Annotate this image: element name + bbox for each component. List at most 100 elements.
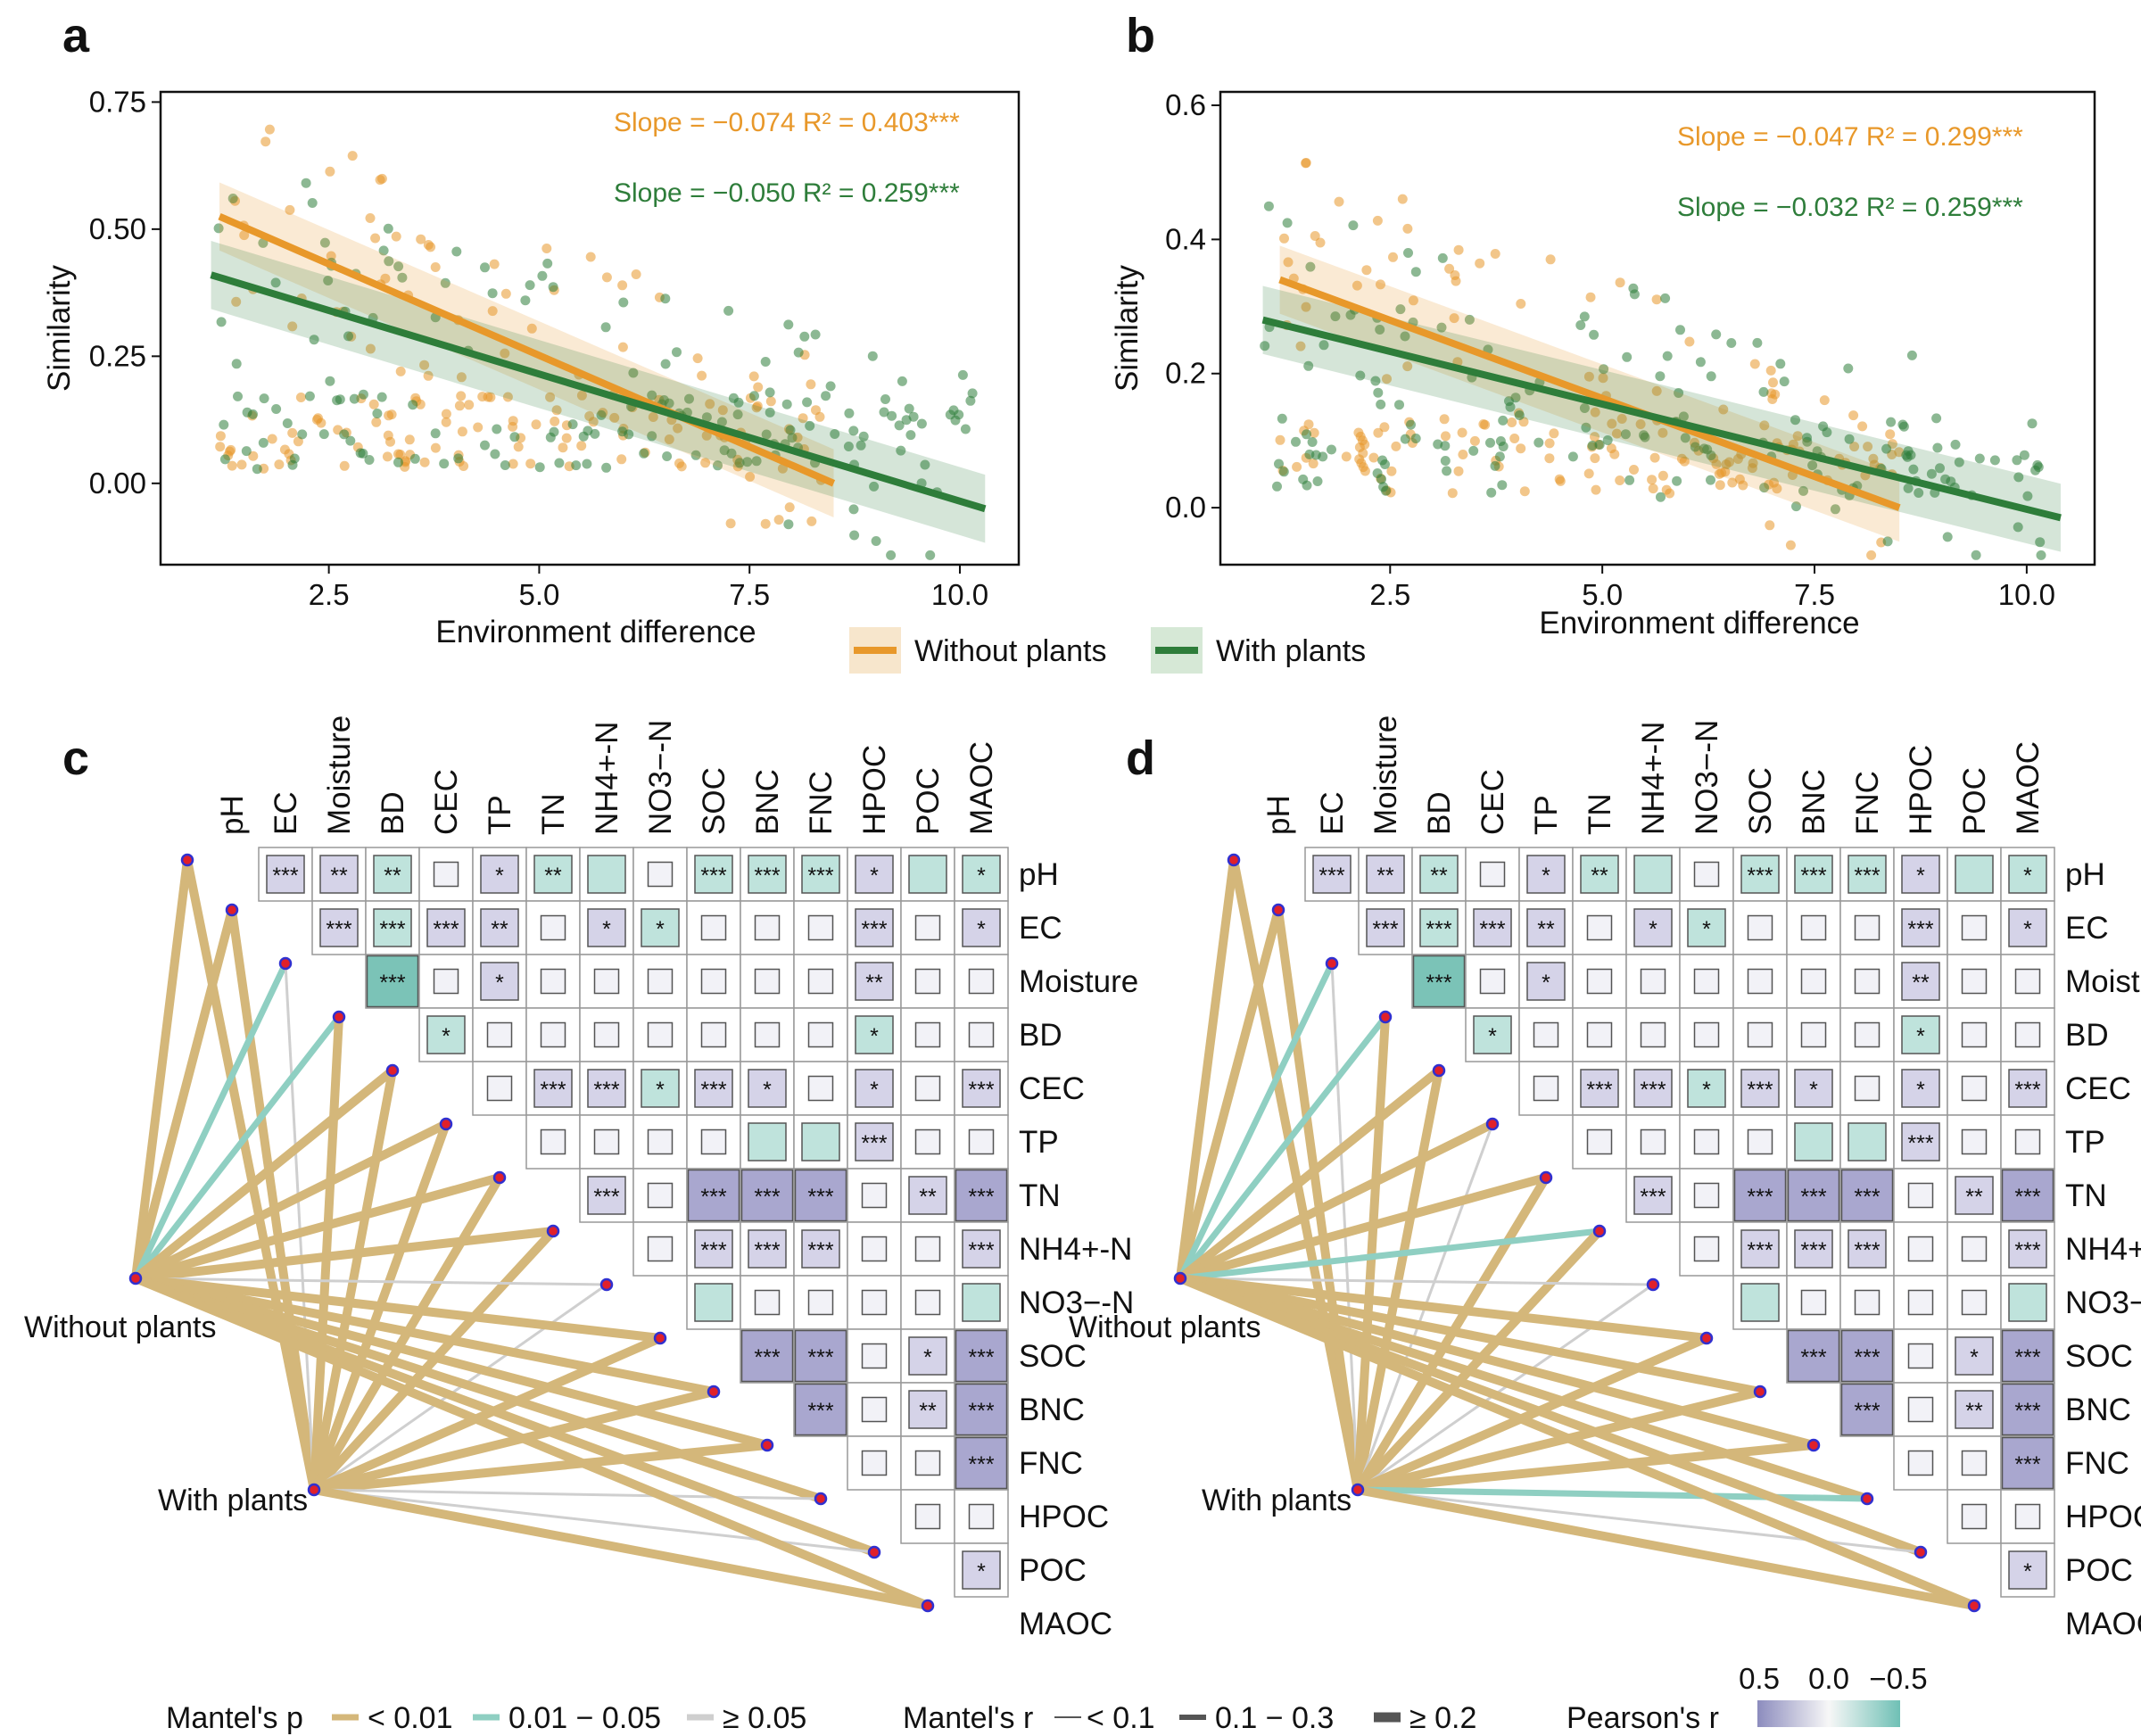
matrix-square [2014, 1503, 2041, 1530]
scatter-point [301, 178, 311, 188]
points-b [1260, 158, 2046, 560]
scatter-point [1881, 443, 1892, 454]
scatter-point [1656, 492, 1666, 502]
matrix-square [593, 968, 620, 995]
matrix-square [794, 1169, 847, 1222]
scatter-point [2035, 537, 2046, 548]
scatter-point [1278, 467, 1289, 477]
scatter-point [440, 277, 451, 288]
pearson-tick-2: 0.0 [1808, 1662, 1849, 1695]
scatter-point [1498, 415, 1509, 426]
matrix-square [1419, 908, 1459, 947]
matrix-square [1473, 1015, 1512, 1054]
significance-stars: *** [2014, 1238, 2040, 1263]
scatter-point [1885, 429, 1896, 440]
matrix-square [641, 1069, 680, 1108]
significance-stars: * [1916, 1024, 1925, 1049]
scatter-point [231, 296, 242, 307]
scatter-point [904, 403, 914, 414]
scatter-point [1330, 311, 1341, 322]
mantel-link [1176, 1274, 1818, 1450]
matrix-square [1901, 855, 1940, 894]
matrix-square [647, 1128, 674, 1155]
scatter-point [1302, 429, 1311, 440]
mantel-link [1353, 1387, 1765, 1494]
scatter-point [1391, 441, 1401, 451]
scatter-point [1622, 351, 1633, 362]
scatter-point [1931, 413, 1942, 424]
variable-node [1325, 956, 1339, 971]
matrix-column-label: BNC [1797, 769, 1831, 835]
significance-stars: * [763, 1078, 772, 1103]
scatter-point [1843, 363, 1854, 374]
matrix-column-label: CEC [1476, 769, 1510, 835]
scatter-point [576, 441, 587, 451]
variable-node [921, 1599, 935, 1613]
scatter-point [227, 194, 238, 203]
scatter-point [391, 231, 401, 242]
matrix-row-label: POC [2065, 1553, 2133, 1588]
scatter-point [1615, 475, 1625, 485]
scatter-point [453, 453, 464, 464]
scatter-point [1567, 451, 1578, 462]
scatter-point [734, 458, 745, 468]
significance-stars: * [1916, 1078, 1925, 1103]
scatter-point [1410, 434, 1421, 443]
matrix-square [694, 855, 733, 894]
scatter-point [1765, 365, 1776, 376]
scatter-point [1772, 484, 1782, 494]
scatter-point [513, 442, 524, 452]
scatter-point [1615, 277, 1625, 288]
scatter-point [419, 360, 430, 370]
scatter-point [1802, 433, 1812, 443]
scatter-point [457, 426, 467, 437]
scatter-point [1758, 386, 1769, 397]
scatter-point [319, 237, 330, 248]
scatter-point [258, 237, 269, 248]
fit-line [218, 212, 836, 487]
matrix-square [2008, 1069, 2047, 1108]
significance-stars: *** [861, 1131, 887, 1156]
matrix-square [908, 1390, 947, 1429]
matrix-square [1848, 1122, 1887, 1161]
legend-mantel-p-title: Mantel's p [166, 1701, 303, 1735]
scatter-point [1373, 427, 1384, 438]
scatter-point [802, 397, 813, 408]
scatter-point [1516, 443, 1526, 454]
matrix-column-label: MAOC [964, 741, 999, 835]
matrix-column-label: EC [269, 791, 303, 835]
matrix-square [1955, 855, 1994, 894]
equation-with-b: Slope = −0.032 R² = 0.259*** [1677, 193, 2023, 222]
scatter-point [1352, 280, 1362, 291]
matrix-square [480, 855, 519, 894]
matrix-square [1907, 1450, 1934, 1476]
matrix-row-label: EC [1019, 911, 1062, 946]
scatter-point [783, 519, 794, 530]
significance-stars: * [977, 1559, 986, 1584]
scatter-point [1662, 351, 1673, 361]
scatter-point [1555, 475, 1566, 486]
scatter-point [647, 390, 657, 401]
matrix-square [962, 855, 1001, 894]
significance-stars: *** [1800, 1238, 1826, 1263]
significance-stars: * [1809, 1078, 1818, 1103]
significance-stars: *** [1479, 917, 1505, 942]
matrix-row-label: pH [2065, 857, 2105, 892]
matrix-square [968, 968, 995, 995]
significance-stars: *** [1372, 917, 1398, 942]
matrix-square [855, 1069, 894, 1108]
panel-letter-a: a [62, 9, 90, 62]
significance-stars: *** [1640, 1078, 1666, 1103]
scatter-point [1395, 304, 1406, 315]
scatter-point [271, 404, 282, 414]
variable-node [278, 956, 293, 971]
scatter-point [871, 536, 881, 546]
scatter-point [701, 430, 712, 441]
scatter-point [1785, 540, 1796, 550]
scatter-point [1386, 466, 1397, 476]
significance-stars: *** [700, 1238, 726, 1263]
scatter-point [2012, 455, 2022, 466]
matrix-column-label: NH4+-N [1636, 722, 1671, 835]
scatter-point [541, 244, 552, 253]
scatter-point [1711, 459, 1722, 469]
